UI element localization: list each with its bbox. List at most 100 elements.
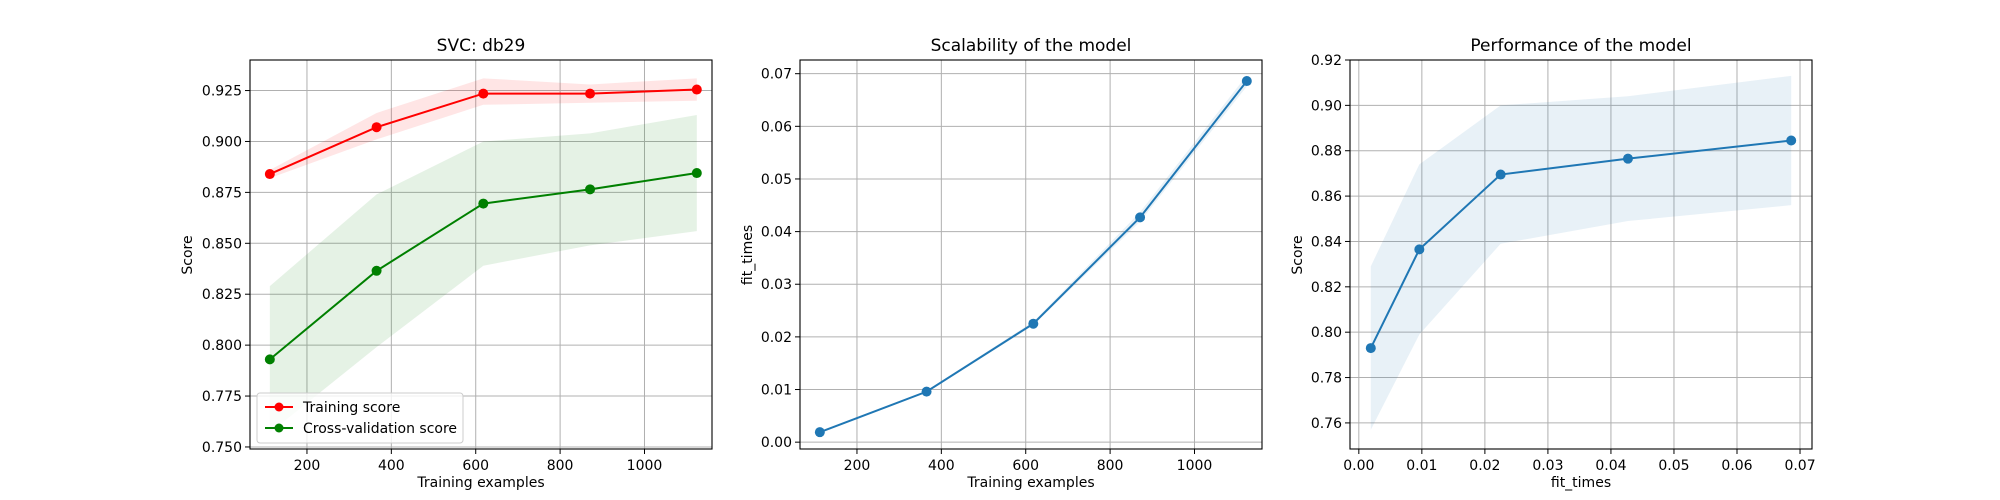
- chart-title: SVC: db29: [437, 36, 526, 56]
- confidence-band: [1370, 75, 1792, 430]
- data-point: [264, 354, 275, 365]
- x-tick-label: 0.05: [1658, 458, 1689, 474]
- y-ticks: 0.00 0.01 0.02 0.03 0.04 0.05 0.06 0.07: [761, 67, 800, 451]
- x-tick-label: 800: [1097, 458, 1124, 474]
- y-ticks: 0.76 0.78 0.80 0.82 0.84 0.86 0.88 0.90 0.92: [1311, 53, 1350, 432]
- legend-dot-training: [274, 402, 284, 412]
- grid: [800, 60, 1262, 449]
- confidence-bands: [1370, 75, 1792, 430]
- data-point: [1135, 212, 1146, 223]
- x-tick-label: 0.04: [1595, 458, 1626, 474]
- y-tick-label: 0.86: [1311, 189, 1342, 205]
- confidence-band: [819, 75, 1247, 433]
- x-tick-label: 400: [378, 458, 405, 474]
- legend: Training score Cross-validation score: [256, 392, 464, 444]
- x-axis-label: Training examples: [966, 475, 1094, 491]
- x-tick-label: 0.06: [1721, 458, 1752, 474]
- plot-frame: [249, 59, 713, 450]
- y-tick-label: 0.07: [761, 67, 792, 83]
- y-tick-label: 0.02: [761, 330, 792, 346]
- chart-title: Performance of the model: [1470, 36, 1691, 56]
- plot-frame: [799, 59, 1263, 450]
- data-points: [264, 84, 702, 365]
- y-tick-label: 0.00: [761, 435, 792, 451]
- panel-scalability: Scalability of the model Training exampl…: [740, 36, 1263, 491]
- y-tick-label: 0.80: [1311, 325, 1342, 341]
- data-point: [1495, 169, 1506, 180]
- legend-label-training: Training score: [302, 400, 400, 416]
- y-tick-label: 0.82: [1311, 280, 1342, 296]
- data-point: [1241, 76, 1252, 87]
- chart-title: Scalability of the model: [931, 36, 1132, 56]
- x-tick-label: 1000: [1177, 458, 1213, 474]
- data-point: [1028, 318, 1039, 329]
- x-ticks: 200 400 600 800 1000: [844, 449, 1213, 474]
- legend-label-cross-validation: Cross-validation score: [303, 421, 457, 437]
- y-tick-label: 0.06: [761, 119, 792, 135]
- data-point: [1622, 153, 1633, 164]
- x-tick-label: 600: [1012, 458, 1039, 474]
- y-tick-label: 0.88: [1311, 144, 1342, 160]
- y-tick-label: 0.01: [761, 383, 792, 399]
- y-tick-label: 0.900: [202, 134, 242, 150]
- y-tick-label: 0.775: [202, 389, 242, 405]
- x-tick-label: 0.02: [1469, 458, 1500, 474]
- x-tick-label: 200: [294, 458, 321, 474]
- data-point: [814, 427, 825, 438]
- data-point: [1365, 343, 1376, 354]
- data-point: [264, 169, 275, 180]
- y-tick-label: 0.800: [202, 338, 242, 354]
- data-point: [478, 88, 489, 99]
- y-tick-label: 0.825: [202, 287, 242, 303]
- x-tick-label: 200: [844, 458, 871, 474]
- confidence-band: [269, 114, 697, 433]
- x-tick-label: 0.00: [1343, 458, 1374, 474]
- y-axis-label: Score: [1290, 235, 1306, 274]
- y-tick-label: 0.92: [1311, 53, 1342, 69]
- x-ticks: 0.00 0.01 0.02 0.03 0.04 0.05 0.06 0.07: [1343, 449, 1816, 474]
- y-tick-label: 0.03: [761, 277, 792, 293]
- data-points: [1365, 135, 1797, 354]
- confidence-bands: [819, 75, 1247, 433]
- x-axis-label: fit_times: [1551, 475, 1611, 491]
- data-point: [585, 184, 596, 195]
- data-point: [371, 265, 382, 276]
- data-point: [921, 386, 932, 397]
- series-lines: [819, 80, 1248, 434]
- plot-frame: [1349, 59, 1813, 450]
- y-axis-label: fit_times: [740, 225, 756, 285]
- data-point: [371, 122, 382, 133]
- data-point: [585, 88, 596, 99]
- y-tick-label: 0.76: [1311, 416, 1342, 432]
- y-tick-label: 0.04: [761, 225, 792, 241]
- x-tick-label: 400: [928, 458, 955, 474]
- data-point: [1414, 244, 1425, 255]
- y-tick-label: 0.750: [202, 440, 242, 456]
- legend-dot-cross-validation: [274, 423, 284, 433]
- y-tick-label: 0.875: [202, 185, 242, 201]
- data-points: [814, 76, 1252, 438]
- y-tick-label: 0.850: [202, 236, 242, 252]
- series-line: [819, 80, 1248, 434]
- y-tick-label: 0.05: [761, 172, 792, 188]
- y-tick-label: 0.90: [1311, 98, 1342, 114]
- x-ticks: 200 400 600 800 1000: [294, 449, 663, 474]
- x-tick-label: 1000: [627, 458, 663, 474]
- x-tick-label: 0.07: [1784, 458, 1815, 474]
- x-tick-label: 800: [547, 458, 574, 474]
- panel-learning-curve: SVC: db29 Training examples Score 200 400…: [180, 36, 713, 491]
- y-tick-label: 0.84: [1311, 234, 1342, 250]
- y-ticks: 0.750 0.775 0.800 0.825 0.850 0.875 0.900 0.925: [202, 84, 250, 456]
- data-point: [478, 198, 489, 209]
- x-axis-label: Training examples: [416, 475, 544, 491]
- x-tick-label: 0.03: [1532, 458, 1563, 474]
- legend-box: [256, 392, 464, 444]
- data-point: [1786, 135, 1797, 146]
- data-point: [691, 84, 702, 95]
- y-tick-label: 0.78: [1311, 371, 1342, 387]
- panel-performance: Performance of the model fit_times Score…: [1290, 36, 1816, 491]
- y-axis-label: Score: [180, 235, 196, 274]
- x-tick-label: 0.01: [1406, 458, 1437, 474]
- x-tick-label: 600: [462, 458, 489, 474]
